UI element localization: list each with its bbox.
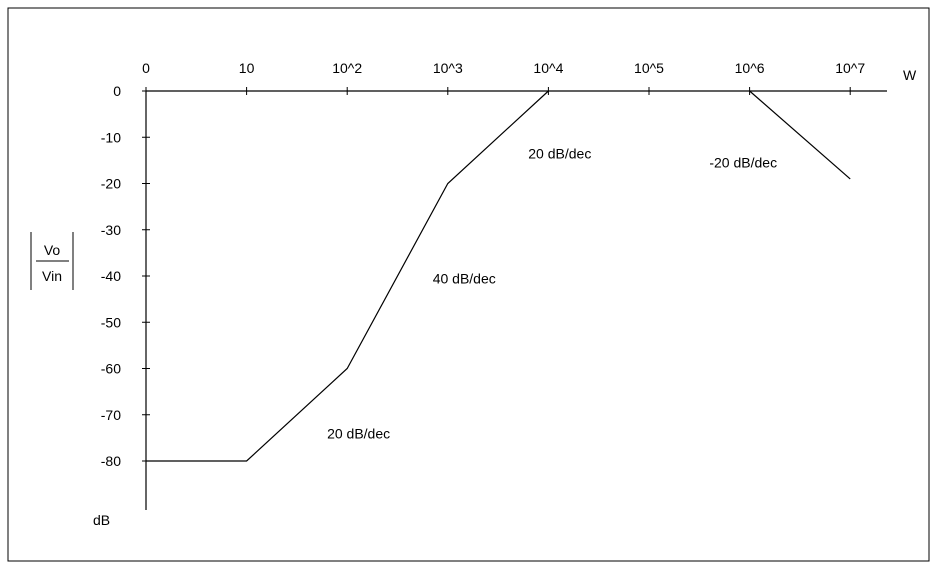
slope-annotation: 20 dB/dec — [327, 425, 390, 441]
x-tick-label: 10^4 — [533, 60, 563, 76]
x-tick-label: 10^3 — [433, 60, 463, 76]
x-tick-labels: 0 10 10^2 10^3 10^4 10^5 10^6 10^7 — [142, 60, 865, 76]
y-tick-label: -60 — [101, 361, 121, 377]
y-tick-label: -10 — [101, 129, 121, 145]
x-tick-label: 10^2 — [332, 60, 362, 76]
x-tick-label: 0 — [142, 60, 150, 76]
y-tick-labels: 0 -10 -20 -30 -40 -50 -60 -70 -80 — [101, 83, 121, 469]
y-label-denominator: Vin — [42, 268, 62, 284]
y-tick-label: -80 — [101, 453, 121, 469]
x-tick-label: 10^6 — [735, 60, 765, 76]
slope-annotations: 20 dB/dec 40 dB/dec 20 dB/dec -20 dB/dec — [327, 145, 777, 441]
y-tick-label: -20 — [101, 176, 121, 192]
y-axis-label: Vo Vin — [30, 232, 74, 290]
x-tick-label: 10 — [239, 60, 255, 76]
series-line — [146, 90, 549, 462]
y-tick-label: -70 — [101, 407, 121, 423]
x-axis-label: W — [903, 67, 917, 83]
y-label-numerator: Vo — [44, 242, 61, 258]
y-tick-label: -40 — [101, 268, 121, 284]
y-tick-label: -30 — [101, 222, 121, 238]
x-tick-label: 10^5 — [634, 60, 664, 76]
y-unit-label: dB — [93, 512, 110, 528]
series-line — [749, 90, 851, 180]
series-lines — [146, 90, 851, 462]
slope-annotation: 40 dB/dec — [433, 270, 496, 286]
y-tick-label: 0 — [113, 83, 121, 99]
chart-border — [7, 7, 930, 562]
y-tick-label: -50 — [101, 314, 121, 330]
slope-annotation: -20 dB/dec — [709, 155, 777, 171]
x-tick-label: 10^7 — [835, 60, 865, 76]
slope-annotation: 20 dB/dec — [528, 145, 591, 161]
